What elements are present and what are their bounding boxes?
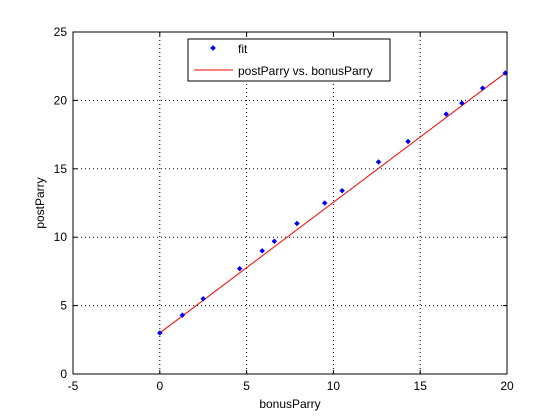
data-point [271, 238, 278, 245]
series-layer [156, 70, 509, 336]
data-point [339, 187, 345, 194]
axes-box [72, 31, 508, 375]
x-tick-label: 5 [243, 379, 250, 393]
y-tick-label: 10 [54, 230, 68, 244]
data-point [443, 111, 450, 117]
y-tick-label: 0 [60, 367, 67, 381]
x-tick-label: 10 [327, 379, 341, 393]
x-axis-label: bonusParry [259, 397, 320, 411]
data-point [200, 295, 207, 302]
data-point [321, 200, 328, 206]
data-point [179, 312, 186, 319]
x-tick-label: 15 [414, 379, 428, 393]
y-tick-label: 15 [54, 162, 68, 176]
y-tick-label: 20 [54, 93, 68, 107]
plot-area [73, 32, 507, 374]
data-point [479, 85, 486, 91]
legend-label-fit: fit [238, 42, 248, 56]
data-point [236, 265, 243, 272]
data-point [156, 330, 163, 336]
x-tick-label: 20 [500, 379, 514, 393]
fit-line [159, 72, 506, 334]
legend-label-postparry: postParry vs. bonusParry [238, 64, 373, 78]
y-tick-label: 25 [54, 25, 68, 39]
legend: fit postParry vs. bonusParry [187, 38, 391, 82]
data-point [405, 138, 411, 145]
y-axis-label: postParry [33, 177, 47, 228]
x-tick-label: 0 [156, 379, 163, 393]
data-point [259, 248, 266, 254]
legend-box [187, 38, 391, 82]
data-point [375, 159, 382, 165]
data-point [294, 220, 300, 227]
y-tick-label: 5 [60, 299, 67, 313]
grid-lines [73, 32, 507, 374]
data-point [459, 100, 465, 106]
x-tick-label: -5 [68, 379, 79, 393]
